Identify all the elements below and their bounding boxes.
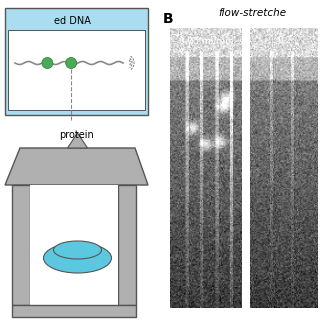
Ellipse shape (44, 243, 111, 273)
Polygon shape (68, 133, 87, 148)
Circle shape (42, 58, 53, 68)
Bar (5, 8, 148, 115)
Text: protein: protein (59, 130, 94, 140)
Bar (12, 305, 136, 317)
Text: flow-stretche: flow-stretche (218, 8, 286, 18)
Text: 0.2: 0.2 (277, 36, 291, 45)
Text: B: B (163, 12, 174, 26)
Bar (30, 185, 118, 305)
Bar (12, 185, 30, 305)
Text: 0.05 ml/min: 0.05 ml/min (179, 36, 233, 45)
Text: ed DNA: ed DNA (53, 16, 91, 26)
Ellipse shape (53, 241, 101, 259)
Circle shape (66, 58, 77, 68)
Bar (8, 30, 145, 110)
Bar (118, 185, 136, 305)
Polygon shape (5, 148, 148, 185)
